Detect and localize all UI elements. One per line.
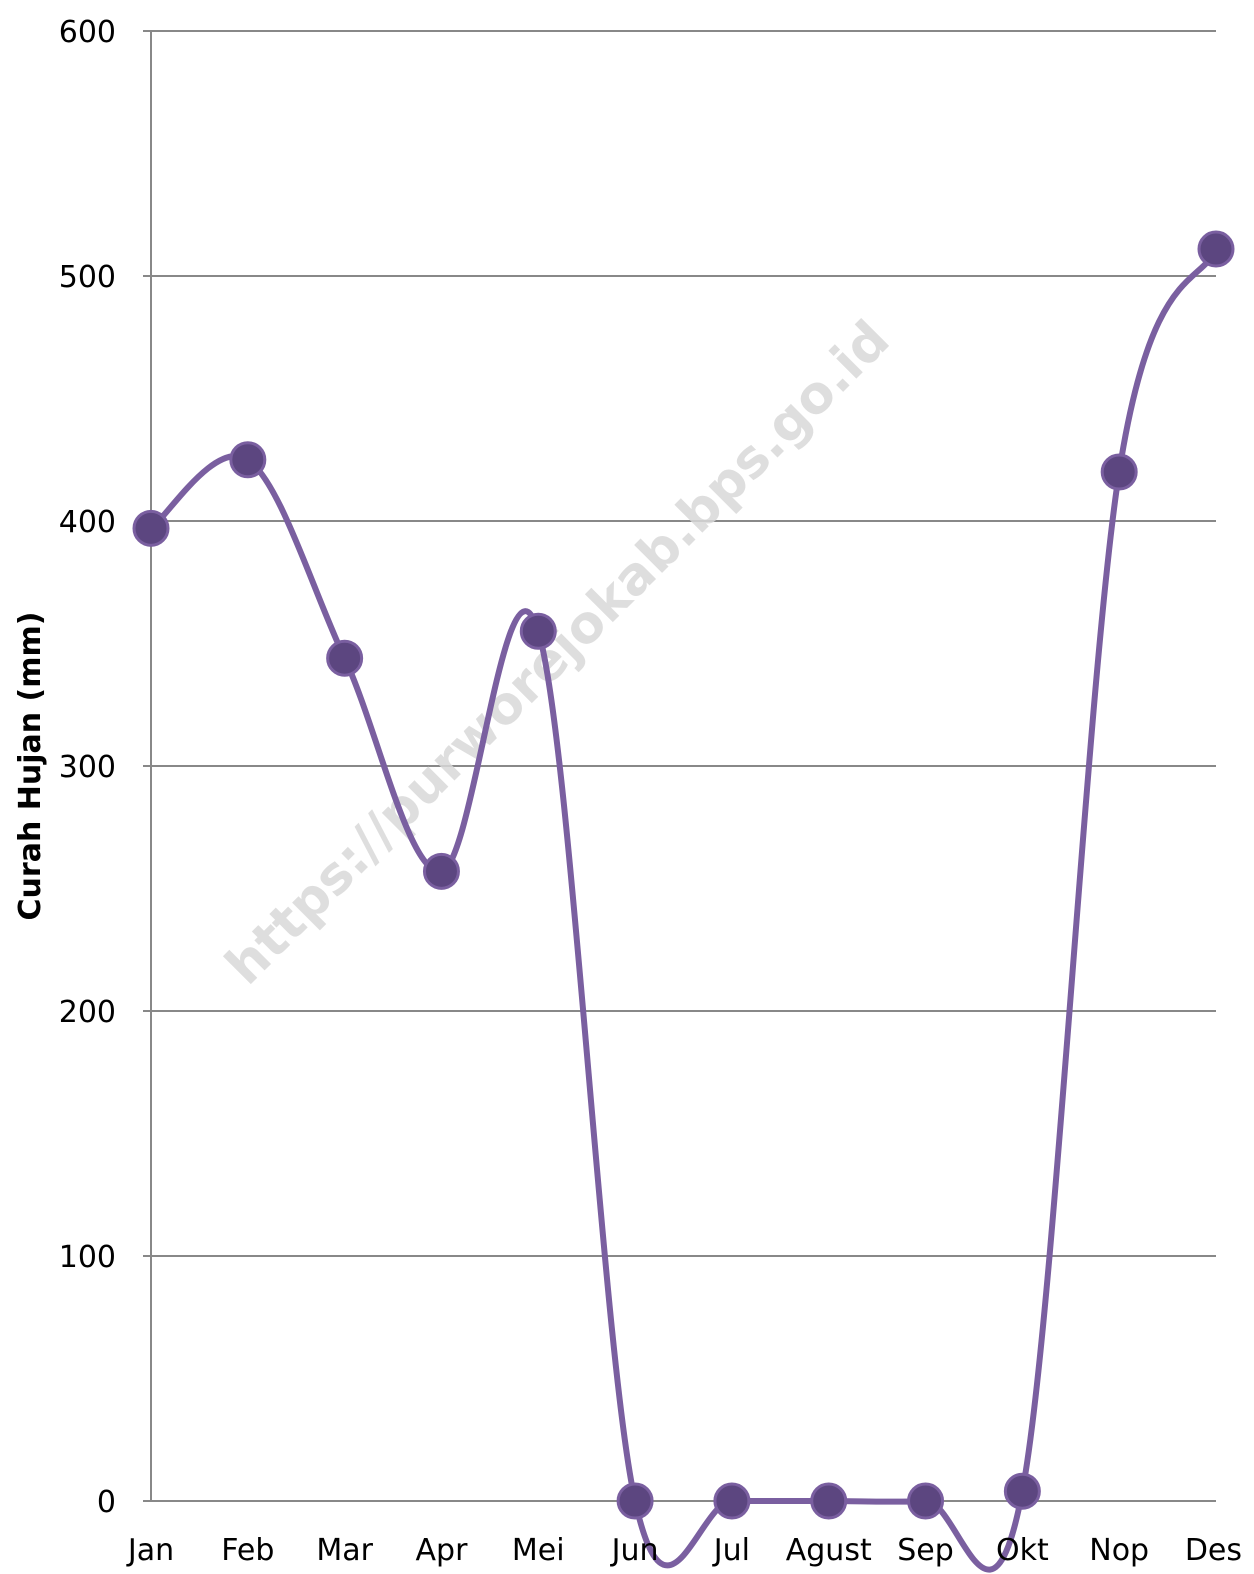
y-tick-label-600: 600 — [59, 15, 116, 50]
y-tick-label-400: 400 — [59, 505, 116, 540]
x-tick-label-mar: Mar — [316, 1533, 373, 1568]
data-point-agust — [810, 1482, 848, 1520]
y-tick-label-200: 200 — [59, 995, 116, 1030]
y-tick-label-0: 0 — [97, 1485, 116, 1520]
data-point-apr — [422, 852, 460, 890]
x-tick-label-jun: Jun — [610, 1533, 659, 1568]
data-point-jun — [616, 1482, 654, 1520]
x-tick-label-agust: Agust — [786, 1533, 872, 1568]
y-tick-label-100: 100 — [59, 1240, 116, 1275]
series-layer — [132, 230, 1235, 1573]
y-axis-ticks: 0 100 200 300 400 500 600 — [59, 15, 151, 1520]
data-point-jan — [132, 509, 170, 547]
data-point-feb — [229, 441, 267, 479]
data-point-nop — [1100, 453, 1138, 491]
data-point-des — [1197, 230, 1235, 268]
x-tick-label-nop: Nop — [1089, 1533, 1149, 1568]
y-axis-title: Curah Hujan (mm) — [13, 612, 48, 921]
x-tick-label-jul: Jul — [712, 1533, 750, 1568]
data-point-sep — [907, 1482, 945, 1520]
x-tick-label-mei: Mei — [512, 1533, 565, 1568]
data-point-mei — [519, 612, 557, 650]
data-point-mar — [326, 639, 364, 677]
gridlines — [151, 30, 1216, 1502]
data-point-jul — [713, 1482, 751, 1520]
x-tick-label-jan: Jan — [126, 1533, 174, 1568]
x-axis-ticks: Jan Feb Mar Apr Mei Jun Jul Agust Sep Okt Nop Des — [126, 1533, 1242, 1568]
watermark-text: https://purworejokab.bps.go.id — [215, 310, 902, 997]
x-tick-label-des: Des — [1185, 1533, 1242, 1568]
series-line — [148, 246, 1219, 1573]
y-tick-label-500: 500 — [59, 260, 116, 295]
x-tick-label-apr: Apr — [416, 1533, 469, 1568]
data-point-okt — [1003, 1472, 1041, 1510]
x-tick-label-okt: Okt — [996, 1533, 1049, 1568]
x-tick-label-sep: Sep — [897, 1533, 954, 1568]
x-tick-label-feb: Feb — [221, 1533, 274, 1568]
y-tick-label-300: 300 — [59, 750, 116, 785]
